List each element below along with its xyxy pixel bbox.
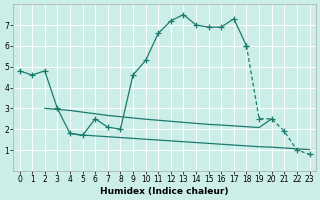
X-axis label: Humidex (Indice chaleur): Humidex (Indice chaleur)	[100, 187, 229, 196]
